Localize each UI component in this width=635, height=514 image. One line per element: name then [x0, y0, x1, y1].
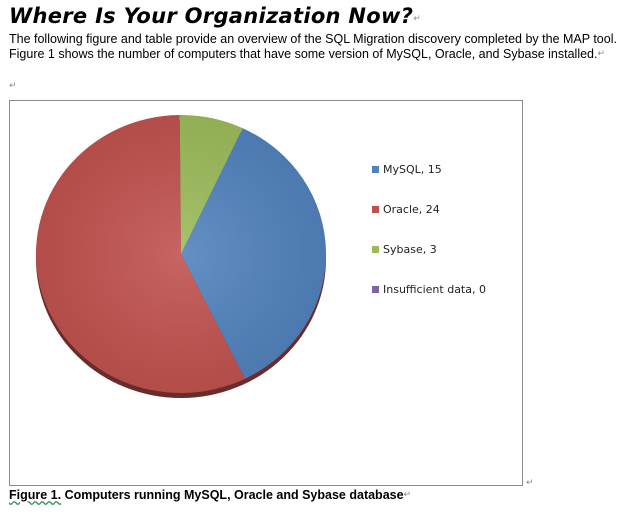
legend-label-insufficient-data: Insufficient data, 0: [383, 283, 486, 296]
paragraph-mark-icon: ↵: [597, 49, 606, 59]
pie-chart: MySQL, 15 Oracle, 24 Sybase, 3 Insufficient…: [35, 115, 486, 398]
intro-paragraph: The following figure and table provide a…: [9, 32, 617, 61]
empty-paragraph-mark-icon: ↵: [9, 81, 17, 91]
paragraph-mark-icon: ↵: [403, 490, 412, 500]
page-title: Where Is Your Organization Now?↵: [9, 4, 422, 28]
paragraph-mark-icon: ↵: [526, 478, 534, 488]
legend-swatch-oracle: [372, 206, 379, 213]
pie-chart-frame[interactable]: MySQL, 15 Oracle, 24 Sybase, 3 Insufficient…: [9, 100, 523, 486]
legend-swatch-mysql: [372, 166, 379, 173]
legend-swatch-insufficient-data: [372, 286, 379, 293]
figure-caption: Figure 1. Computers running MySQL, Oracl…: [9, 488, 412, 502]
legend-label-mysql: MySQL, 15: [383, 163, 442, 176]
legend-label-sybase: Sybase, 3: [383, 243, 437, 256]
legend-swatch-sybase: [372, 246, 379, 253]
legend-label-oracle: Oracle, 24: [383, 203, 440, 216]
paragraph-mark-icon: ↵: [413, 14, 422, 24]
